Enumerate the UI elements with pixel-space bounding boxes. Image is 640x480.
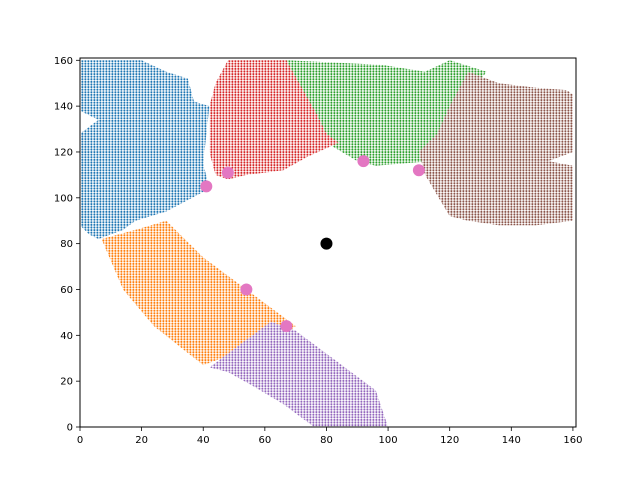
y-tick-label: 160 bbox=[54, 56, 73, 67]
x-tick-label: 120 bbox=[440, 435, 459, 446]
y-tick-label: 0 bbox=[67, 423, 73, 434]
y-tick-label: 40 bbox=[60, 331, 73, 342]
x-tick-label: 40 bbox=[197, 435, 210, 446]
scatter-point bbox=[412, 164, 425, 177]
scatter-point bbox=[200, 180, 213, 193]
region-4 bbox=[209, 321, 389, 427]
x-tick-label: 140 bbox=[502, 435, 521, 446]
x-tick-label: 80 bbox=[320, 435, 333, 446]
x-tick-label: 20 bbox=[135, 435, 148, 446]
scatter-point bbox=[221, 166, 234, 179]
highlight-points bbox=[200, 155, 425, 333]
class-regions bbox=[80, 60, 573, 427]
y-axis: 0 20 40 60 80 100 120 140 160 bbox=[54, 56, 80, 434]
region-0 bbox=[80, 60, 210, 240]
plot-frame bbox=[79, 57, 577, 428]
y-tick-label: 120 bbox=[54, 147, 73, 158]
scatter-point bbox=[320, 237, 333, 250]
region-1 bbox=[101, 220, 296, 366]
x-tick-label: 160 bbox=[563, 435, 582, 446]
y-tick-label: 80 bbox=[60, 239, 73, 250]
y-tick-label: 20 bbox=[60, 377, 73, 388]
x-axis: 0 20 40 60 80 100 120 140 160 bbox=[77, 427, 582, 446]
x-tick-label: 100 bbox=[379, 435, 398, 446]
y-tick-label: 100 bbox=[54, 193, 73, 204]
scatter-point bbox=[240, 283, 253, 296]
scatter-point bbox=[357, 155, 370, 168]
scatter-point bbox=[280, 320, 293, 333]
x-tick-label: 60 bbox=[258, 435, 271, 446]
x-tick-label: 0 bbox=[77, 435, 83, 446]
y-tick-label: 60 bbox=[60, 285, 73, 296]
region-5 bbox=[418, 71, 573, 226]
y-tick-label: 140 bbox=[54, 102, 73, 113]
region-3 bbox=[209, 60, 339, 180]
